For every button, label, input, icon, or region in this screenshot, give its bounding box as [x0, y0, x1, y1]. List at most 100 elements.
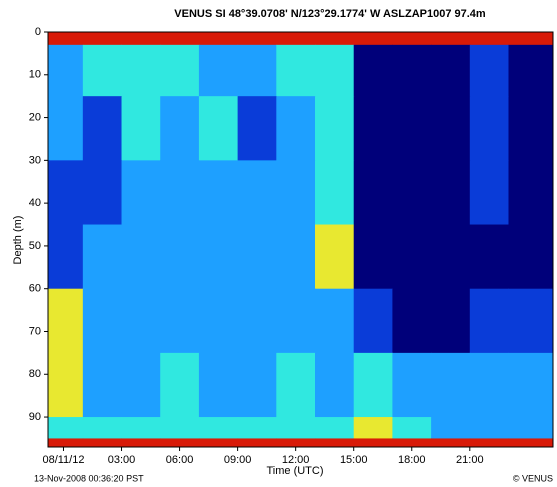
heatmap-cell: [508, 417, 554, 439]
heatmap-cell: [353, 438, 393, 448]
heatmap-cell: [237, 352, 277, 418]
heatmap-cell: [121, 438, 161, 448]
heatmap-cell: [82, 32, 123, 46]
heatmap: [48, 32, 554, 448]
heatmap-cell: [469, 288, 509, 354]
heatmap-cell: [237, 160, 277, 226]
x-tick-label: 09:00: [224, 454, 252, 466]
heatmap-cell: [315, 160, 355, 226]
heatmap-cell: [48, 224, 84, 290]
heatmap-cell: [508, 160, 554, 226]
heatmap-cell: [508, 96, 554, 161]
heatmap-cell: [82, 417, 123, 439]
y-tick-label: 10: [29, 69, 41, 81]
y-tick-label: 60: [29, 283, 41, 295]
heatmap-cell: [392, 438, 432, 448]
heatmap-cell: [198, 352, 239, 418]
heatmap-cell: [48, 417, 84, 439]
heatmap-cell: [121, 32, 161, 46]
heatmap-cell: [48, 44, 84, 97]
heatmap-cell: [48, 438, 84, 448]
heatmap-cell: [276, 352, 316, 418]
heatmap-cell: [82, 288, 123, 354]
heatmap-cell: [353, 44, 393, 97]
heatmap-cell: [198, 224, 239, 290]
plot-frame: [47, 31, 554, 448]
heatmap-cell: [237, 288, 277, 354]
heatmap-cell: [508, 224, 554, 290]
heatmap-cell: [315, 438, 355, 448]
heatmap-cell: [469, 417, 509, 439]
x-tick-label: 21:00: [456, 454, 484, 466]
heatmap-cell: [315, 44, 355, 97]
heatmap-cell: [160, 438, 200, 448]
heatmap-cell: [160, 352, 200, 418]
heatmap-cell: [431, 288, 471, 354]
heatmap-cell: [353, 224, 393, 290]
y-tick-label: 80: [29, 368, 41, 380]
heatmap-cell: [315, 96, 355, 161]
heatmap-cell: [237, 438, 277, 448]
heatmap-cell: [469, 438, 509, 448]
y-tick-label: 70: [29, 325, 41, 337]
heatmap-cell: [121, 417, 161, 439]
x-tick-label: 06:00: [166, 454, 194, 466]
heatmap-cell: [198, 288, 239, 354]
heatmap-cell: [160, 160, 200, 226]
heatmap-cell: [315, 224, 355, 290]
heatmap-cell: [237, 96, 277, 161]
heatmap-cell: [469, 32, 509, 46]
heatmap-cell: [508, 438, 554, 448]
heatmap-cell: [508, 44, 554, 97]
heatmap-cell: [353, 96, 393, 161]
heatmap-cell: [237, 417, 277, 439]
heatmap-cell: [198, 417, 239, 439]
heatmap-cell: [508, 288, 554, 354]
heatmap-cell: [198, 160, 239, 226]
heatmap-cell: [469, 224, 509, 290]
x-tick-label: 03:00: [108, 454, 136, 466]
heatmap-cell: [353, 352, 393, 418]
heatmap-cell: [276, 96, 316, 161]
heatmap-cell: [431, 32, 471, 46]
heatmap-cell: [392, 224, 432, 290]
heatmap-cell: [469, 352, 509, 418]
x-tick-label: 12:00: [282, 454, 310, 466]
y-tick-label: 30: [29, 154, 41, 166]
heatmap-cell: [48, 96, 84, 161]
x-axis-label: Time (UTC): [266, 465, 323, 477]
heatmap-cell: [315, 288, 355, 354]
heatmap-cell: [431, 417, 471, 439]
heatmap-cell: [276, 44, 316, 97]
heatmap-cell: [160, 32, 200, 46]
y-tick-label: 20: [29, 111, 41, 123]
y-tick-label: 0: [35, 26, 41, 38]
heatmap-cell: [48, 288, 84, 354]
heatmap-cell: [48, 352, 84, 418]
footer-timestamp: 13-Nov-2008 00:36:20 PST: [34, 473, 144, 483]
heatmap-cell: [276, 32, 316, 46]
heatmap-cell: [198, 32, 239, 46]
heatmap-cell: [353, 288, 393, 354]
y-tick-label: 50: [29, 240, 41, 252]
heatmap-cell: [392, 417, 432, 439]
heatmap-cell: [160, 224, 200, 290]
heatmap-cell: [431, 224, 471, 290]
heatmap-cell: [160, 44, 200, 97]
heatmap-cell: [198, 44, 239, 97]
footer-credit: © VENUS: [513, 473, 553, 483]
y-tick-label: 40: [29, 197, 41, 209]
y-axis-label: Depth (m): [12, 216, 24, 265]
heatmap-cell: [121, 352, 161, 418]
heatmap-cell: [48, 32, 84, 46]
heatmap-cell: [237, 224, 277, 290]
heatmap-cell: [431, 438, 471, 448]
heatmap-cell: [392, 160, 432, 226]
heatmap-cell: [431, 96, 471, 161]
heatmap-cell: [392, 44, 432, 97]
heatmap-cell: [353, 32, 393, 46]
heatmap-cell: [82, 44, 123, 97]
heatmap-cell: [160, 96, 200, 161]
heatmap-cell: [121, 44, 161, 97]
